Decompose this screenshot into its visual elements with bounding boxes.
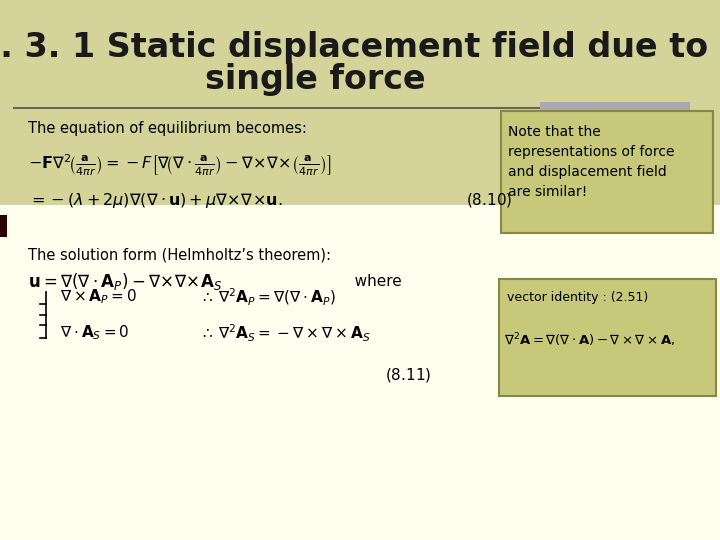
Text: are similar!: are similar! — [508, 185, 588, 199]
Text: $\nabla\times\mathbf{A}_P = 0$: $\nabla\times\mathbf{A}_P = 0$ — [60, 288, 138, 306]
Bar — [540, 102, 690, 114]
Text: $-\mathbf{F}\nabla^2\!\left(\frac{\mathbf{a}}{4\pi r}\right) = -F\left[\nabla\!\: $-\mathbf{F}\nabla^2\!\left(\frac{\mathb… — [28, 152, 331, 178]
FancyBboxPatch shape — [501, 111, 713, 233]
Text: $\nabla^2\mathbf{A} = \nabla(\nabla\cdot\mathbf{A}) - \nabla\times\nabla\times\m: $\nabla^2\mathbf{A} = \nabla(\nabla\cdot… — [504, 331, 675, 349]
Text: $\nabla\cdot\mathbf{A}_S = 0$: $\nabla\cdot\mathbf{A}_S = 0$ — [60, 323, 130, 342]
Text: $\therefore\,\nabla^2\mathbf{A}_P = \nabla(\nabla\cdot\mathbf{A}_P)$: $\therefore\,\nabla^2\mathbf{A}_P = \nab… — [200, 286, 336, 308]
Text: representations of force: representations of force — [508, 145, 675, 159]
FancyBboxPatch shape — [499, 279, 716, 396]
Text: single force: single force — [204, 64, 426, 97]
Bar — [0, 0, 720, 205]
Text: The solution form (Helmholtz’s theorem):: The solution form (Helmholtz’s theorem): — [28, 247, 331, 262]
Text: $(8.10)$: $(8.10)$ — [466, 191, 513, 209]
Text: where: where — [340, 274, 402, 289]
Text: $(8.11)$: $(8.11)$ — [385, 366, 431, 384]
Text: vector identity : (2.51): vector identity : (2.51) — [507, 292, 648, 305]
Text: and displacement field: and displacement field — [508, 165, 667, 179]
Text: $= -(\lambda + 2\mu)\nabla(\nabla\cdot\mathbf{u}) + \mu\nabla\!\times\!\nabla\!\: $= -(\lambda + 2\mu)\nabla(\nabla\cdot\m… — [28, 191, 283, 210]
Text: $\mathbf{u} = \nabla(\nabla\cdot\mathbf{A}_P) - \nabla\!\times\!\nabla\!\times\!: $\mathbf{u} = \nabla(\nabla\cdot\mathbf{… — [28, 272, 222, 293]
Bar — [0, 215, 7, 237]
Text: 8. 3. 1 Static displacement field due to a: 8. 3. 1 Static displacement field due to… — [0, 31, 720, 64]
Text: $\therefore\,\nabla^2\mathbf{A}_S = -\nabla\times\nabla\times\mathbf{A}_S$: $\therefore\,\nabla^2\mathbf{A}_S = -\na… — [200, 322, 371, 343]
Bar — [0, 205, 720, 540]
Text: Note that the: Note that the — [508, 125, 600, 139]
Text: The equation of equilibrium becomes:: The equation of equilibrium becomes: — [28, 120, 307, 136]
